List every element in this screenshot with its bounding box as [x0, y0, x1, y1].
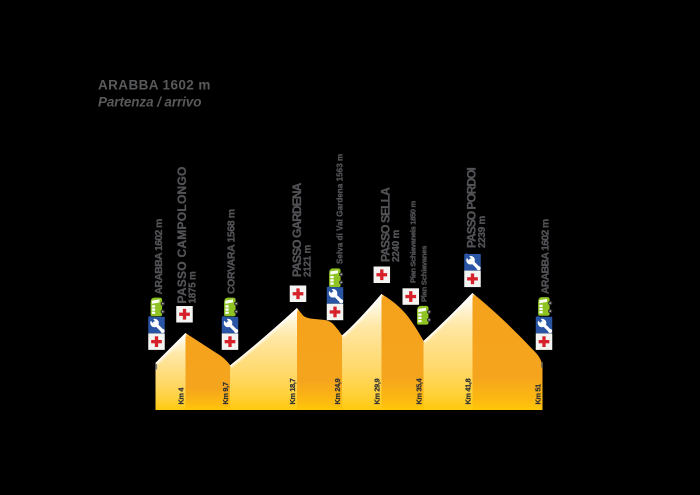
- svg-text:Partenza / arrivo: Partenza / arrivo: [98, 95, 201, 110]
- svg-text:2121 m: 2121 m: [303, 244, 314, 277]
- svg-text:PASSO SELLA: PASSO SELLA: [379, 187, 393, 262]
- svg-text:Km 4: Km 4: [177, 387, 186, 405]
- svg-text:2240 m: 2240 m: [391, 229, 402, 262]
- svg-text:2239 m: 2239 m: [477, 215, 488, 248]
- svg-text:Km 24,9: Km 24,9: [333, 378, 342, 404]
- svg-text:ARABBA 1602 m: ARABBA 1602 m: [98, 78, 211, 93]
- svg-text:Selva di Val Gardena 1563 m: Selva di Val Gardena 1563 m: [336, 154, 345, 264]
- svg-text:Pian Schiavaneis 1850 m: Pian Schiavaneis 1850 m: [408, 200, 417, 283]
- svg-text:Km 41,8: Km 41,8: [464, 378, 473, 404]
- svg-text:ARABBA 1602 m: ARABBA 1602 m: [540, 219, 552, 294]
- svg-text:Km 35,4: Km 35,4: [415, 377, 424, 404]
- svg-text:ARABBA 1602 m: ARABBA 1602 m: [153, 219, 165, 294]
- svg-text:Km 18,7: Km 18,7: [288, 378, 297, 404]
- svg-text:CORVARA 1568 m: CORVARA 1568 m: [226, 209, 238, 294]
- svg-text:Km 51: Km 51: [534, 384, 543, 405]
- svg-text:PASSO PORDOI: PASSO PORDOI: [465, 168, 479, 248]
- svg-text:Plan Schiavanes: Plan Schiavanes: [420, 246, 429, 302]
- svg-text:Km 9,7: Km 9,7: [221, 382, 230, 404]
- svg-text:PASSO CAMPOLONGO: PASSO CAMPOLONGO: [175, 166, 189, 303]
- svg-text:Km 29,9: Km 29,9: [373, 378, 382, 404]
- svg-text:PASSO GARDENA: PASSO GARDENA: [290, 182, 304, 277]
- svg-text:1875 m: 1875 m: [188, 271, 199, 304]
